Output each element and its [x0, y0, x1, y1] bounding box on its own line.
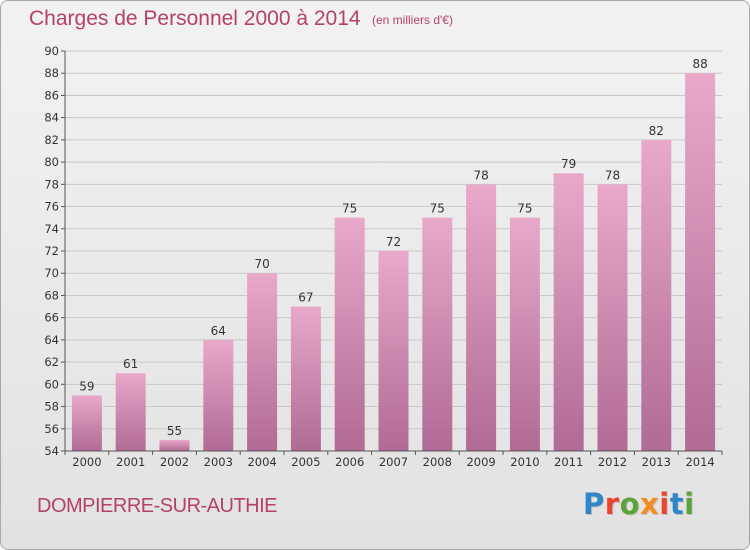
- bar-2007: [378, 251, 409, 451]
- data-label-2014: 88: [692, 57, 707, 71]
- x-tick-label: 2006: [335, 455, 364, 469]
- x-tick-label: 2009: [466, 455, 495, 469]
- x-tick-label: 2001: [116, 455, 145, 469]
- axes: 54 56 58 60 62 64 66 68 70 72 74 76 78 80 82 84 86 88 90 20…: [44, 44, 723, 469]
- x-tick-label: 2010: [510, 455, 539, 469]
- x-tick-label: 2008: [423, 455, 452, 469]
- chart-title: Charges de Personnel 2000 à 2014: [29, 7, 361, 30]
- y-tick-label: 60: [44, 377, 59, 391]
- data-label-2004: 70: [254, 257, 269, 271]
- y-tick-label: 70: [44, 266, 59, 280]
- bar-2004: [247, 273, 278, 451]
- y-tick-label: 56: [44, 422, 59, 436]
- proxiti-logo: Proxiti: [583, 487, 695, 521]
- data-label-2013: 82: [649, 124, 664, 138]
- bar-2012: [597, 184, 628, 452]
- bar-2008: [422, 217, 453, 451]
- data-label-2011: 79: [561, 157, 576, 171]
- y-tick-label: 54: [44, 444, 59, 458]
- x-tick-label: 2011: [554, 455, 583, 469]
- logo-letter: o: [619, 487, 641, 521]
- x-tick-label: 2012: [598, 455, 627, 469]
- bar-2003: [203, 339, 234, 451]
- y-tick-label: 74: [44, 222, 59, 236]
- y-tick-label: 64: [44, 333, 59, 347]
- bar-2006: [334, 217, 365, 451]
- logo-letter: x: [640, 487, 660, 521]
- data-label-2001: 61: [123, 357, 138, 371]
- y-tick-label: 76: [44, 200, 59, 214]
- chart-subtitle: (en milliers d'€): [372, 13, 453, 27]
- bar-2010: [509, 217, 540, 451]
- x-tick-label: 2003: [204, 455, 233, 469]
- bar-2005: [290, 306, 321, 451]
- x-tick-label: 2004: [247, 455, 276, 469]
- data-label-2012: 78: [605, 168, 620, 182]
- bar-2013: [641, 139, 672, 451]
- y-tick-label: 90: [44, 44, 59, 58]
- data-label-2002: 55: [167, 424, 182, 438]
- x-tick-label: 2005: [291, 455, 320, 469]
- x-tick-label: 2013: [642, 455, 671, 469]
- x-tick-label: 2002: [160, 455, 189, 469]
- data-label-2008: 75: [430, 202, 445, 216]
- bar-2002: [159, 439, 190, 451]
- logo-letter: i: [684, 487, 695, 521]
- data-label-2007: 72: [386, 235, 401, 249]
- y-tick-label: 66: [44, 311, 59, 325]
- data-label-2009: 78: [473, 168, 488, 182]
- y-tick-label: 78: [44, 177, 59, 191]
- y-tick-label: 72: [44, 244, 59, 258]
- logo-letter: t: [669, 487, 685, 521]
- y-tick-label: 88: [44, 66, 59, 80]
- data-label-2006: 75: [342, 202, 357, 216]
- bar-2000: [71, 395, 102, 451]
- y-tick-label: 84: [44, 111, 59, 125]
- data-label-2000: 59: [79, 379, 94, 393]
- y-tick-label: 62: [44, 355, 59, 369]
- data-label-2003: 64: [211, 324, 226, 338]
- logo-letter: r: [604, 487, 620, 521]
- data-label-2005: 67: [298, 291, 313, 305]
- bar-2011: [553, 173, 584, 451]
- bars: 59 61 55 64 70 67 75 72 75 78 75 79 78 82 88: [71, 57, 716, 452]
- bar-2014: [685, 73, 716, 451]
- y-tick-label: 82: [44, 133, 59, 147]
- x-tick-label: 2014: [685, 455, 714, 469]
- commune-name: DOMPIERRE-SUR-AUTHIE: [37, 495, 278, 517]
- y-tick-label: 80: [44, 155, 59, 169]
- bar-2001: [115, 373, 146, 451]
- bar-2009: [466, 184, 497, 452]
- logo-letter: P: [583, 487, 605, 521]
- y-tick-label: 68: [44, 288, 59, 302]
- x-tick-label: 2000: [72, 455, 101, 469]
- data-label-2010: 75: [517, 202, 532, 216]
- y-tick-label: 86: [44, 88, 59, 102]
- logo-letter: i: [659, 487, 670, 521]
- y-tick-label: 58: [44, 400, 59, 414]
- x-tick-label: 2007: [379, 455, 408, 469]
